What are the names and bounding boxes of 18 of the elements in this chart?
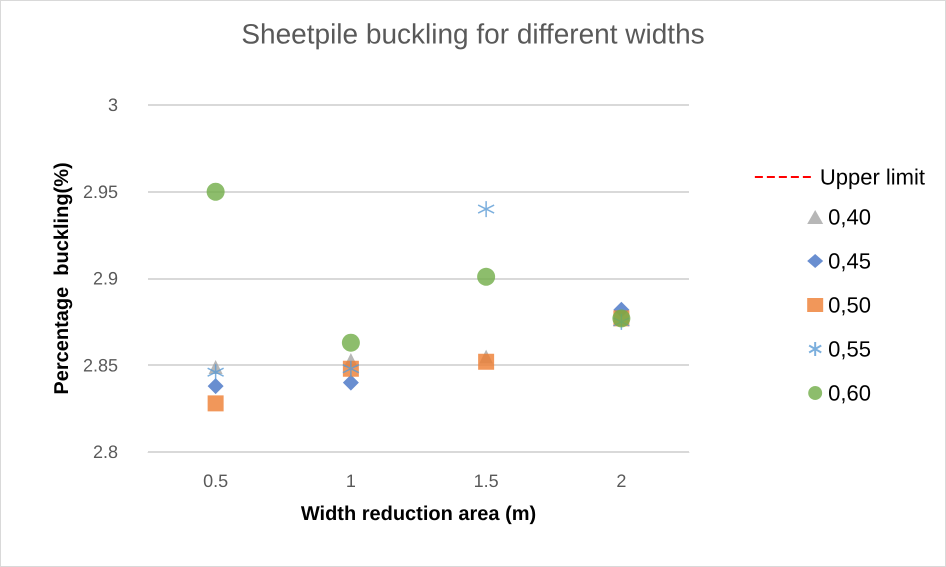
y-tick-label: 2.95 [82,182,118,202]
legend-label: 0,60 [828,380,872,406]
legend-label: 0,55 [828,336,872,362]
legend-label: 0,45 [828,248,872,274]
y-tick-label: 2.9 [92,268,118,288]
y-tick-label: 2.85 [82,355,118,376]
legend-label: 0,50 [828,292,872,318]
chart-title: Sheetpile buckling for different widths [241,18,705,50]
x-tick-label: 1 [346,471,356,491]
legend-label: Upper limit [820,164,926,190]
y-axis-title: Percentage buckling(%) [51,162,74,395]
legend-label: 0,40 [828,204,872,230]
x-axis-title: Width reduction area (m) [300,503,536,525]
y-tick-label: 2.8 [92,442,118,462]
y-tick-label: 3 [108,95,118,115]
x-tick-label: 0.5 [203,471,228,491]
x-tick-label: 2 [616,471,626,491]
x-tick-label: 1.5 [474,471,499,491]
